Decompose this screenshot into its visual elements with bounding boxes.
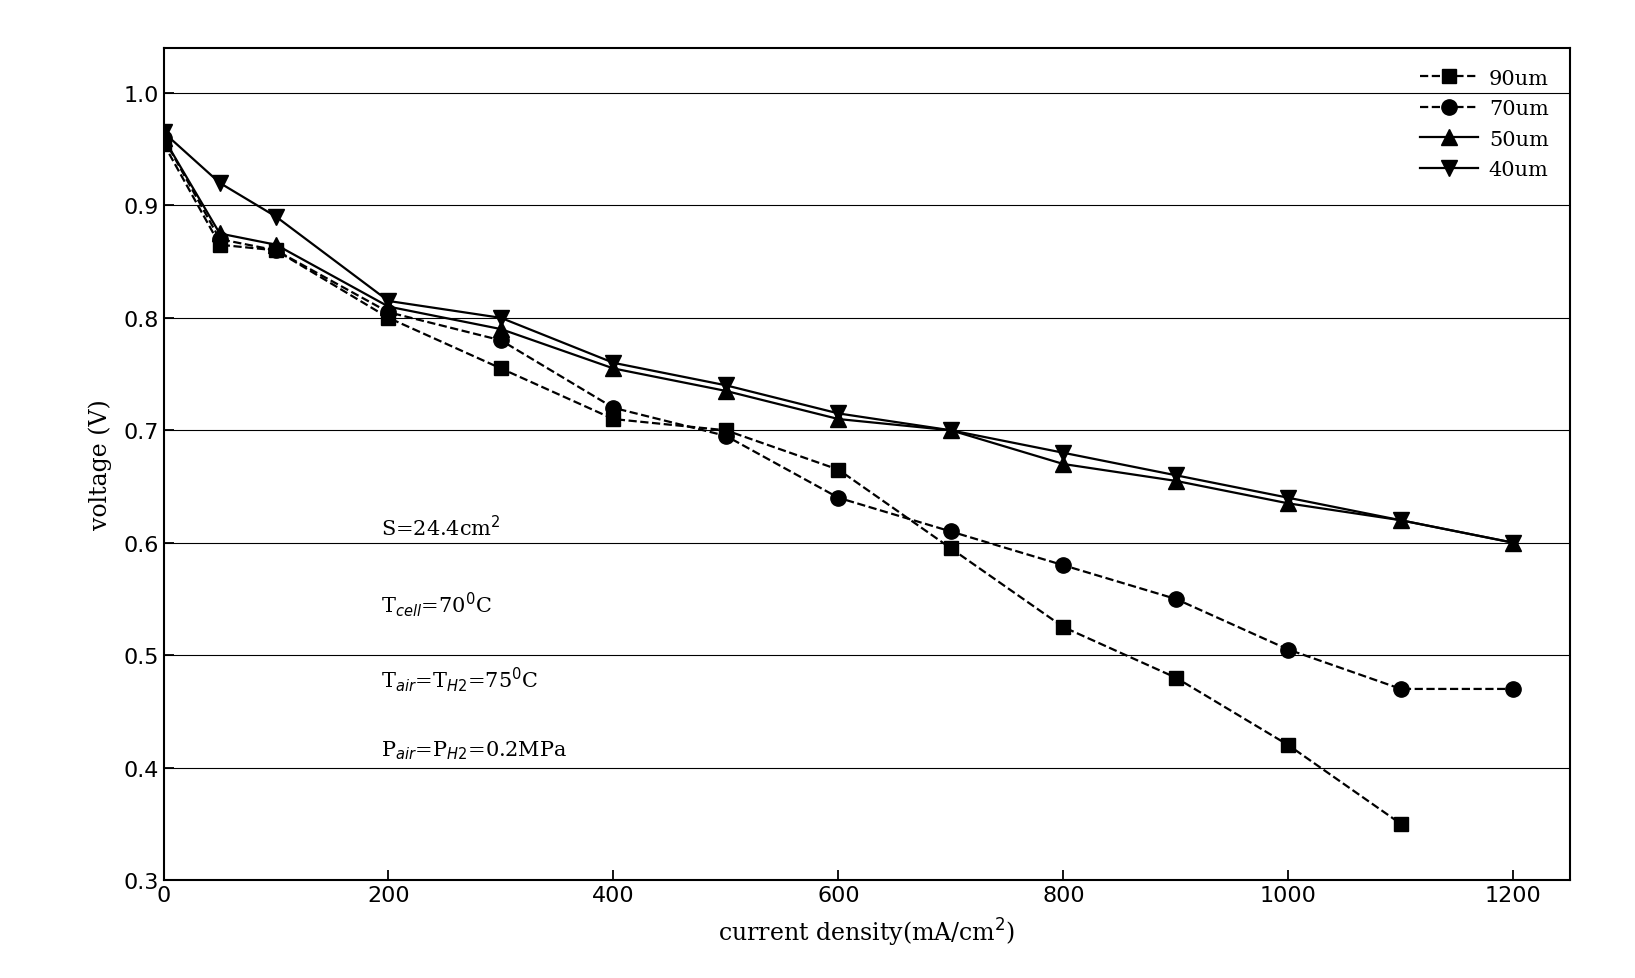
50um <box>209 229 229 241</box>
Line: 40um: 40um <box>155 125 1522 552</box>
50um <box>1504 537 1524 549</box>
70um <box>1053 559 1073 571</box>
70um <box>603 403 623 415</box>
90um <box>209 240 229 251</box>
Line: 70um: 70um <box>155 131 1521 697</box>
40um <box>716 380 736 392</box>
90um <box>379 313 399 325</box>
70um <box>1166 594 1185 605</box>
70um <box>716 430 736 442</box>
90um <box>829 465 849 476</box>
90um <box>490 363 510 375</box>
50um <box>379 301 399 313</box>
90um <box>1391 819 1411 830</box>
Legend: 90um, 70um, 50um, 40um: 90um, 70um, 50um, 40um <box>1409 60 1560 191</box>
50um <box>154 133 173 145</box>
90um <box>1166 672 1185 684</box>
40um <box>209 178 229 190</box>
50um <box>829 414 849 425</box>
50um <box>1279 498 1298 510</box>
Text: P$_{air}$=P$_{H2}$=0.2MPa: P$_{air}$=P$_{H2}$=0.2MPa <box>381 739 567 762</box>
70um <box>1279 645 1298 656</box>
40um <box>603 358 623 370</box>
70um <box>267 245 286 257</box>
40um <box>1166 469 1185 481</box>
50um <box>1391 514 1411 526</box>
40um <box>1391 514 1411 526</box>
90um <box>1279 739 1298 751</box>
50um <box>1166 475 1185 487</box>
90um <box>154 139 173 151</box>
40um <box>1053 448 1073 460</box>
40um <box>829 408 849 420</box>
70um <box>154 133 173 145</box>
70um <box>1504 684 1524 695</box>
50um <box>603 363 623 375</box>
70um <box>1391 684 1411 695</box>
70um <box>490 335 510 347</box>
Y-axis label: voltage (V): voltage (V) <box>88 399 113 530</box>
50um <box>267 240 286 251</box>
90um <box>716 425 736 437</box>
50um <box>942 425 961 437</box>
50um <box>716 385 736 397</box>
Line: 50um: 50um <box>155 130 1522 552</box>
Line: 90um: 90um <box>157 138 1408 831</box>
70um <box>379 307 399 319</box>
40um <box>267 211 286 223</box>
40um <box>1279 492 1298 504</box>
50um <box>1053 459 1073 470</box>
40um <box>1504 537 1524 549</box>
90um <box>1053 622 1073 634</box>
70um <box>942 526 961 538</box>
X-axis label: current density(mA/cm$^2$): current density(mA/cm$^2$) <box>718 916 1015 949</box>
70um <box>829 492 849 504</box>
40um <box>490 313 510 325</box>
Text: S=24.4cm$^2$: S=24.4cm$^2$ <box>381 514 502 540</box>
90um <box>942 543 961 555</box>
Text: T$_{air}$=T$_{H2}$=75$^0$C: T$_{air}$=T$_{H2}$=75$^0$C <box>381 664 538 692</box>
40um <box>154 127 173 139</box>
90um <box>603 414 623 425</box>
Text: T$_{cell}$=70$^0$C: T$_{cell}$=70$^0$C <box>381 589 492 618</box>
40um <box>379 295 399 307</box>
70um <box>209 234 229 245</box>
50um <box>490 324 510 335</box>
90um <box>267 245 286 257</box>
40um <box>942 425 961 437</box>
